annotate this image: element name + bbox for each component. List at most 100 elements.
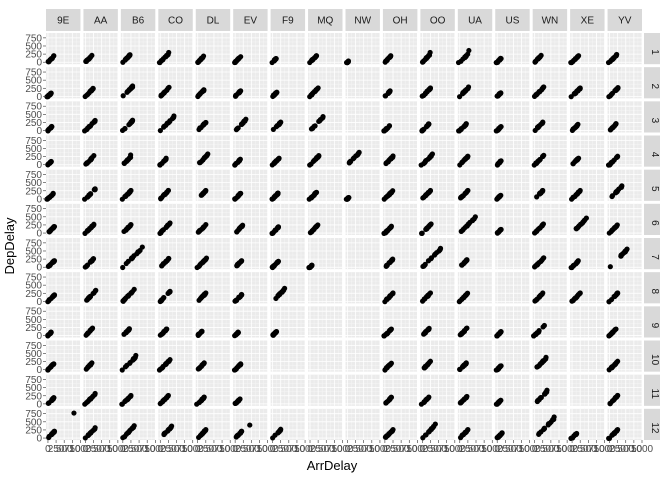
data-point: [433, 250, 440, 256]
data-point: [381, 196, 387, 202]
data-point: [383, 126, 389, 133]
panel-8-DL: [195, 272, 231, 304]
panel-3-DL: [195, 101, 231, 133]
data-point: [86, 123, 92, 130]
data-point: [540, 221, 547, 227]
data-point: [390, 256, 396, 262]
panel-4-OO: [418, 135, 456, 168]
data-point: [427, 49, 433, 56]
data-point: [165, 187, 171, 194]
panel-3-UA: [456, 101, 493, 134]
data-point: [163, 155, 169, 161]
data-point: [532, 331, 539, 337]
data-point: [608, 296, 615, 303]
data-point: [429, 151, 435, 157]
data-point: [384, 262, 390, 268]
panel-10-B6: [119, 340, 156, 373]
data-point: [51, 292, 58, 298]
panel-1-MQ: [307, 33, 343, 66]
panel-4-EV: [232, 135, 269, 168]
data-point: [320, 113, 326, 120]
data-point: [51, 223, 58, 230]
panel-6-US: [494, 203, 531, 236]
data-point: [278, 119, 284, 125]
data-point: [157, 59, 163, 66]
data-point: [236, 225, 242, 232]
panel-6-WN: [532, 203, 568, 236]
data-point: [122, 296, 128, 302]
data-point: [611, 55, 617, 61]
panel-9-US: [494, 306, 531, 339]
data-point: [233, 93, 239, 99]
data-point: [606, 94, 612, 100]
panel-5-UA: [457, 169, 493, 201]
panel-11-B6: [119, 374, 156, 407]
panel-9-UA: [457, 306, 493, 338]
data-point: [89, 52, 95, 59]
data-point: [123, 158, 129, 165]
panel-5-NW: [343, 169, 381, 202]
panel-7-XE: [568, 238, 605, 271]
data-point: [51, 395, 57, 401]
data-point: [498, 158, 504, 164]
panel-7-UA: [457, 238, 493, 270]
data-point: [460, 226, 467, 232]
data-point: [139, 244, 145, 250]
panel-5-F9: [269, 169, 306, 202]
data-point: [159, 194, 165, 201]
panel-8-B6: [120, 272, 156, 304]
panel-6-AA: [82, 203, 119, 236]
data-point: [269, 264, 275, 270]
data-point: [458, 331, 465, 337]
data-point: [580, 219, 586, 225]
data-point: [614, 222, 620, 228]
panel-1-OO: [419, 33, 456, 65]
data-point: [51, 361, 57, 367]
data-point: [91, 153, 97, 159]
data-point: [161, 124, 167, 130]
data-point: [356, 149, 362, 155]
panel-10-9E: [45, 340, 81, 373]
data-point: [274, 89, 280, 95]
data-point: [309, 262, 315, 268]
panel-7-B6: [120, 238, 156, 271]
data-point: [570, 161, 576, 167]
data-point: [84, 262, 91, 268]
data-point: [615, 358, 621, 364]
panel-3-CO: [157, 101, 194, 134]
data-point: [624, 246, 630, 252]
data-point: [575, 53, 582, 59]
panel-5-OO: [420, 169, 456, 201]
data-point: [345, 58, 352, 64]
data-point: [571, 91, 577, 97]
data-point: [577, 187, 583, 194]
data-point: [540, 119, 546, 125]
data-point: [195, 93, 201, 99]
data-point: [120, 93, 126, 99]
panel-7-NW: [345, 238, 381, 270]
panel-5-EV: [232, 169, 269, 202]
panel-4-B6: [120, 135, 156, 167]
data-point: [158, 297, 165, 303]
data-point: [92, 117, 98, 124]
data-point: [464, 325, 470, 331]
data-point: [48, 227, 54, 233]
data-point: [457, 94, 463, 100]
panel-9-XE: [570, 306, 605, 338]
data-point: [569, 298, 575, 304]
data-point: [464, 290, 471, 296]
data-point: [89, 360, 95, 366]
data-point: [615, 290, 621, 296]
data-point: [422, 261, 428, 267]
panel-2-EV: [232, 67, 269, 99]
data-point: [536, 294, 542, 300]
data-point: [171, 113, 177, 119]
data-point: [199, 191, 205, 197]
data-point: [275, 258, 282, 264]
data-point: [159, 365, 165, 371]
panel-4-MQ: [307, 135, 343, 168]
data-point: [419, 59, 426, 65]
data-point: [568, 59, 575, 66]
panel-10-AA: [83, 340, 119, 372]
data-point: [424, 191, 430, 197]
